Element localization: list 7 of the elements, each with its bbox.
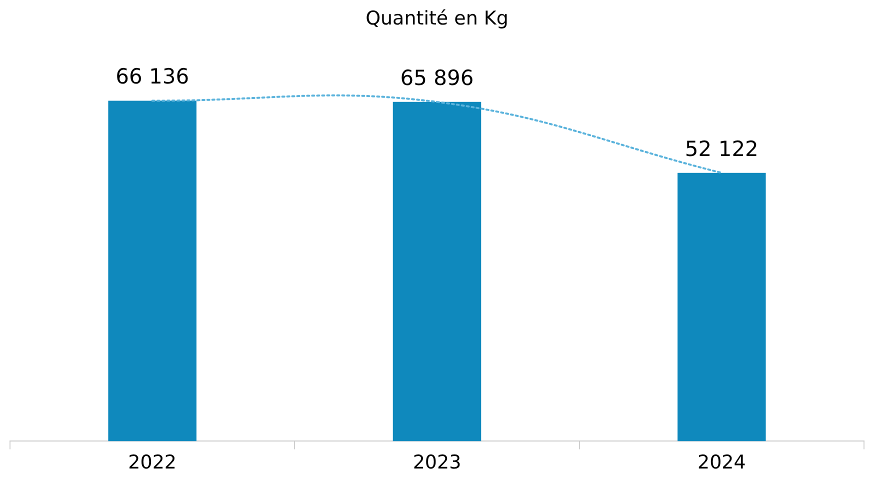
x-tick-label: 2024	[697, 452, 746, 474]
chart-title: Quantité en Kg	[366, 7, 508, 30]
x-tick-label: 2022	[128, 452, 177, 474]
data-label: 65 896	[400, 66, 474, 90]
x-tick-label: 2023	[412, 452, 462, 474]
data-label: 66 136	[116, 64, 190, 89]
data-label: 52 122	[684, 136, 758, 161]
